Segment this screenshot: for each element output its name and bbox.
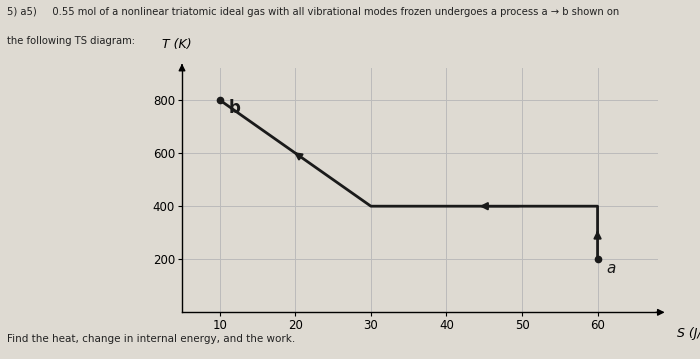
Text: S (J/K): S (J/K) xyxy=(677,327,700,340)
Text: the following TS diagram:: the following TS diagram: xyxy=(7,36,135,46)
Text: T (K): T (K) xyxy=(162,38,192,51)
Text: b: b xyxy=(229,99,241,117)
Text: Find the heat, change in internal energy, and the work.: Find the heat, change in internal energy… xyxy=(7,334,295,344)
Text: 5) a5)     0.55 mol of a nonlinear triatomic ideal gas with all vibrational mode: 5) a5) 0.55 mol of a nonlinear triatomic… xyxy=(7,7,620,17)
Text: a: a xyxy=(607,261,616,276)
